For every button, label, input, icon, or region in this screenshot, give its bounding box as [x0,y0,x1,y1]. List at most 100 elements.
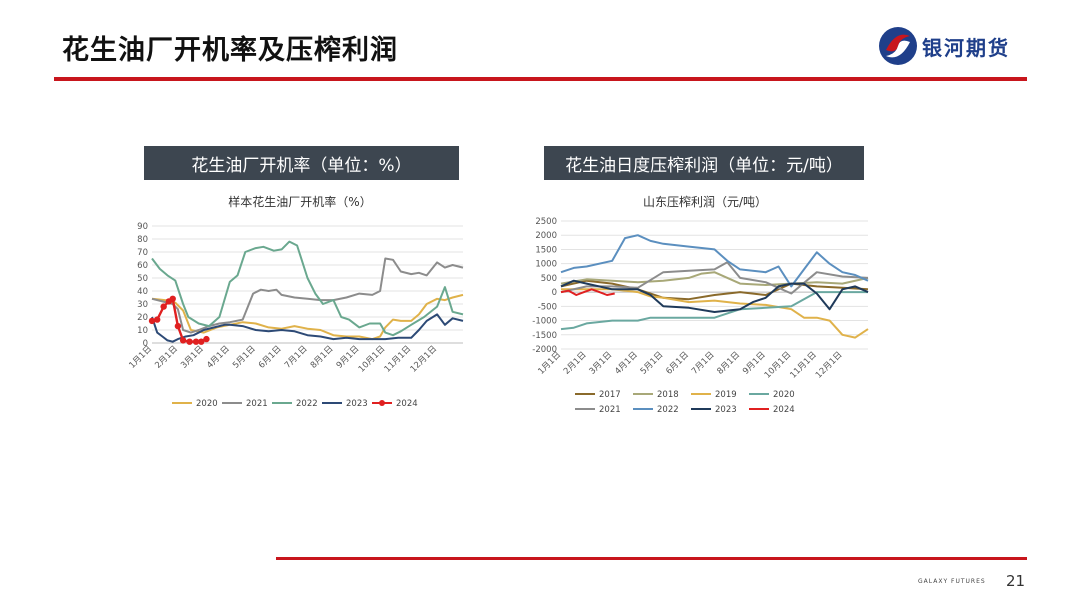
left-x-tick-label: 2月1日 [153,344,180,371]
right-chart-title: 山东压榨利润（元/吨） [642,195,768,209]
galaxy-logo-icon [879,27,917,65]
right-y-tick-label: -1500 [532,331,557,341]
left-point-2024 [192,338,200,345]
right-legend-label: 2024 [773,405,795,415]
right-series-2017 [560,279,869,301]
brand-logo: 银河期货 [876,24,1036,68]
right-legend-label: 2021 [599,405,621,415]
left-y-tick-label: 20 [137,313,148,323]
right-legend-label: 2020 [773,390,795,400]
left-y-tick-label: 40 [137,287,148,297]
right-y-tick-label: 500 [541,274,557,284]
right-legend-label: 2023 [715,405,737,415]
left-x-tick-label: 7月1日 [283,344,310,371]
left-point-2024 [174,322,182,330]
right-y-tick-label: -500 [538,302,557,312]
right-x-tick-label: 11月1日 [788,350,819,381]
left-chart-header: 花生油厂开机率（单位：%） [144,146,459,180]
right-y-tick-label: 0 [552,288,557,298]
left-legend-label: 2023 [346,399,368,409]
right-x-tick-label: 8月1日 [715,350,742,377]
right-legend-item: 2024 [749,405,795,415]
right-legend-label: 2019 [715,390,737,400]
right-chart-header: 花生油日度压榨利润（单位：元/吨） [544,146,864,180]
left-x-tick-label: 5月1日 [231,344,258,371]
footer-brand: GALAXY FUTURES [918,578,986,585]
left-x-tick-label: 11月1日 [383,344,414,375]
left-x-tick-label: 3月1日 [179,344,206,371]
left-y-tick-label: 80 [137,235,148,245]
right-legend-item: 2022 [633,405,679,415]
left-point-2024 [160,303,167,310]
right-legend-label: 2018 [657,390,679,400]
left-y-tick-label: 10 [137,326,148,336]
left-legend-label: 2021 [246,399,268,409]
page-title: 花生油厂开机率及压榨利润 [62,35,398,66]
left-legend-item: 2024 [372,399,418,409]
left-y-tick-label: 0 [143,339,148,349]
left-x-tick-label: 6月1日 [257,344,284,371]
right-series-2021 [560,261,869,295]
right-legend-item: 2023 [691,405,737,415]
left-y-tick-label: 30 [137,300,148,310]
right-series-2018 [560,271,869,286]
left-series-2022 [151,240,464,337]
right-legend-item: 2017 [575,390,621,400]
right-legend-label: 2022 [657,405,679,415]
left-legend-item: 2023 [322,399,368,409]
left-point-2024 [148,317,156,325]
left-point-2024 [153,316,161,323]
left-x-tick-label: 10月1日 [357,344,388,375]
left-x-tick-label: 1月1日 [127,344,154,371]
left-point-2024 [169,295,176,302]
right-chart: -2000 -1500 -1000 -500 0 500 1000 1500 2000 2500 1… [532,217,869,415]
left-x-tick-label: 12月1日 [409,344,440,375]
header-divider [54,77,1027,81]
left-y-tick-label: 90 [137,222,148,232]
right-x-tick-label: 3月1日 [588,350,615,377]
left-x-tick-label: 8月1日 [309,344,336,371]
right-legend-item: 2019 [691,390,737,400]
right-x-tick-label: 6月1日 [664,350,691,377]
right-y-tick-label: 2000 [535,231,557,241]
right-y-tick-label: 2500 [535,217,557,227]
right-y-tick-label: -2000 [532,345,557,355]
left-point-2024 [198,338,205,345]
logo-text: 银河期货 [922,36,1010,60]
right-x-tick-label: 4月1日 [613,350,640,377]
right-legend-item: 2020 [749,390,795,400]
right-x-tick-label: 5月1日 [639,350,666,377]
right-series-2020 [560,291,868,331]
right-y-tick-label: 1500 [535,245,557,255]
right-series-2022 [560,234,869,288]
right-x-tick-label: 7月1日 [690,350,717,377]
right-y-tick-label: -1000 [532,317,557,327]
left-x-tick-label: 4月1日 [205,344,232,371]
left-legend-item: 2022 [272,399,318,409]
left-chart-title: 样本花生油厂开机率（%） [228,195,372,209]
left-point-2024 [186,338,193,345]
left-legend-label: 2022 [296,399,318,409]
left-legend-label: 2024 [396,399,418,409]
right-series-2023 [560,279,869,313]
left-y-tick-label: 50 [137,274,148,284]
left-series-2021 [151,257,464,334]
left-legend-item: 2021 [222,399,268,409]
left-legend-item: 2020 [172,399,218,409]
right-x-tick-label: 2月1日 [562,350,589,377]
page-number: 21 [1006,572,1026,590]
right-legend-item: 2021 [575,405,621,415]
left-y-tick-label: 70 [137,248,148,258]
left-y-tick-label: 60 [137,261,148,271]
footer-divider [276,557,1027,560]
left-series-2023 [151,313,464,343]
left-legend-label: 2020 [196,399,218,409]
right-legend-item: 2018 [633,390,679,400]
right-y-tick-label: 1000 [535,260,557,270]
left-point-2024 [203,335,210,343]
right-series-2024 [560,288,615,296]
right-x-tick-label: 10月1日 [763,350,794,381]
left-legend-marker [379,400,385,406]
left-point-2024 [179,337,187,344]
right-x-tick-label: 12月1日 [814,350,845,381]
